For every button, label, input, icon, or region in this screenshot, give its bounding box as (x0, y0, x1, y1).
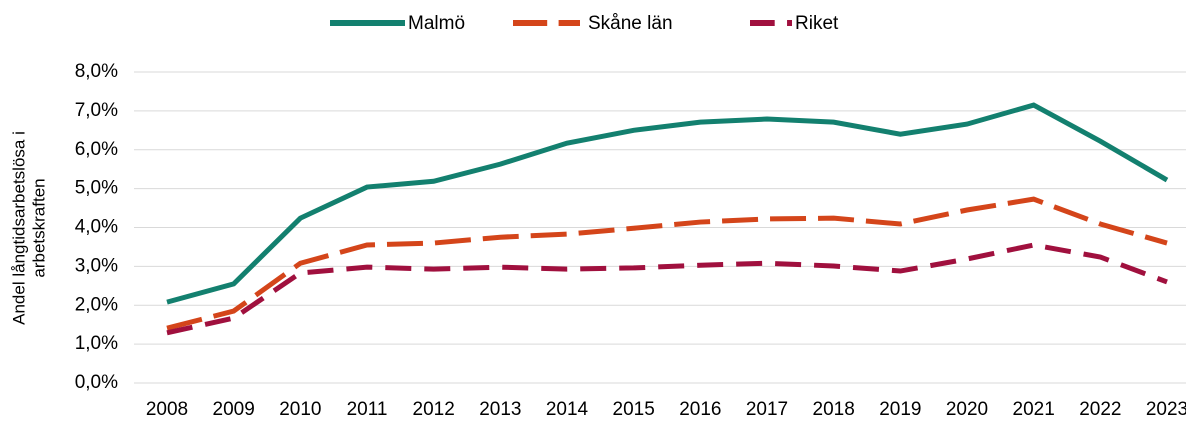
x-tick-label: 2011 (347, 399, 388, 420)
x-tick-label: 2021 (1013, 399, 1055, 420)
y-tick-label: 2,0% (75, 294, 118, 315)
x-tick-label: 2016 (679, 399, 721, 420)
legend-label: Skåne län (588, 13, 673, 34)
y-tick-label: 6,0% (75, 139, 118, 160)
x-tick-label: 2014 (546, 399, 589, 420)
x-tick-label: 2017 (746, 399, 788, 420)
y-tick-label: 3,0% (75, 255, 118, 276)
y-tick-label: 4,0% (75, 217, 118, 238)
x-tick-label: 2008 (146, 399, 188, 420)
x-tick-label: 2015 (613, 399, 655, 420)
line-series (166, 196, 1168, 331)
x-tick-label: 2023 (1146, 399, 1186, 420)
x-tick-label: 2022 (1079, 399, 1121, 420)
x-tick-label: 2012 (413, 399, 455, 420)
y-tick-label: 8,0% (75, 61, 118, 82)
line-series (166, 242, 1168, 336)
legend-label: Malmö (408, 13, 465, 34)
y-tick-label: 7,0% (75, 100, 118, 121)
y-tick-label: 1,0% (75, 333, 118, 354)
x-tick-label: 2018 (813, 399, 855, 420)
x-tick-label: 2020 (946, 399, 988, 420)
x-tick-label: 2009 (213, 399, 255, 420)
y-axis-title: arbetskraften (29, 178, 48, 277)
x-tick-label: 2010 (279, 399, 321, 420)
line-series (166, 102, 1169, 305)
x-tick-label: 2019 (879, 399, 921, 420)
y-axis-title: Andel långtidsarbetslösa i (9, 131, 28, 325)
legend-label: Riket (795, 13, 839, 34)
x-tick-label: 2013 (479, 399, 521, 420)
y-tick-label: 0,0% (75, 372, 118, 393)
y-tick-label: 5,0% (75, 178, 118, 199)
